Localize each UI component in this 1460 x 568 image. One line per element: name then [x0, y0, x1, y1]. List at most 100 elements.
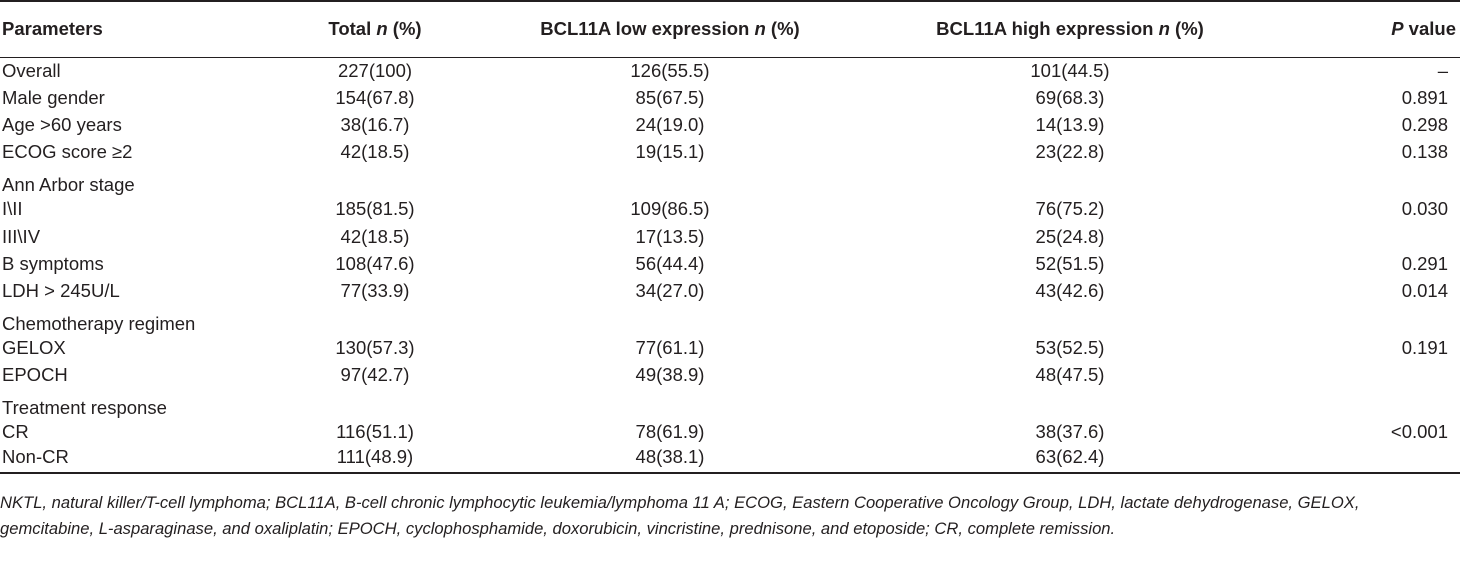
header-total: Total n (%)	[250, 0, 500, 58]
low-expression-cell: 56(44.4)	[635, 252, 705, 274]
high-expression-cell: 43(42.6)	[1035, 279, 1105, 301]
high-expression-cell: 48(47.5)	[1035, 364, 1105, 386]
table-footnote: NKTL, natural killer/T-cell lymphoma; BC…	[0, 493, 1360, 538]
parameter-cell: Male gender	[2, 86, 105, 108]
high-expression-cell	[840, 166, 1300, 196]
total-cell: 42(18.5)	[340, 225, 410, 247]
table-row: ECOG score ≥2 42(18.5) 19(15.1) 23(22.8) 0.1…	[0, 139, 1460, 166]
parameter-cell: CR	[2, 421, 29, 443]
p-value-cell: 0.030	[1401, 198, 1448, 220]
parameter-cell: Non-CR	[0, 446, 250, 475]
low-expression-cell: 19(15.1)	[635, 141, 705, 163]
high-expression-cell: 52(51.5)	[1035, 252, 1105, 274]
header-high-expression: BCL11A high expression n (%)	[840, 0, 1300, 58]
parameter-cell: EPOCH	[2, 364, 68, 386]
low-expression-cell	[500, 166, 840, 196]
group-header-row: Ann Arbor stage	[0, 166, 1460, 196]
total-cell	[250, 166, 500, 196]
parameter-cell: LDH > 245U/L	[2, 279, 120, 301]
high-expression-cell: 101(44.5)	[1030, 59, 1110, 81]
table-row: III\IV 42(18.5) 17(13.5) 25(24.8)	[0, 223, 1460, 250]
table-row: EPOCH 97(42.7) 49(38.9) 48(47.5)	[0, 362, 1460, 389]
high-expression-cell: 14(13.9)	[1035, 113, 1105, 135]
table-row: I\II 185(81.5) 109(86.5) 76(75.2) 0.030	[0, 196, 1460, 223]
table-row: Male gender 154(67.8) 85(67.5) 69(68.3) 0.89…	[0, 84, 1460, 111]
low-expression-cell: 17(13.5)	[635, 225, 705, 247]
table-header: Parameters Total n (%) BCL11A low expres…	[0, 0, 1460, 58]
low-expression-cell	[500, 389, 840, 419]
low-expression-cell: 49(38.9)	[635, 364, 705, 386]
parameter-cell: Age >60 years	[2, 113, 122, 135]
header-low-expression: BCL11A low expression n (%)	[500, 0, 840, 58]
high-expression-cell	[840, 305, 1300, 335]
p-value-cell: 0.014	[1401, 279, 1448, 301]
parameter-cell: Ann Arbor stage	[2, 173, 135, 195]
total-cell: 154(67.8)	[335, 86, 415, 108]
table-row: Non-CR 111(48.9) 48(38.1) 63(62.4)	[0, 446, 1460, 475]
total-cell: 111(48.9)	[250, 446, 500, 475]
parameter-cell: B symptoms	[2, 252, 104, 274]
p-value-cell: 0.138	[1401, 141, 1448, 163]
high-expression-cell: 53(52.5)	[1035, 337, 1105, 359]
p-value-cell: 0.298	[1401, 113, 1448, 135]
high-expression-cell: 69(68.3)	[1035, 86, 1105, 108]
low-expression-cell: 85(67.5)	[635, 86, 705, 108]
total-cell: 116(51.1)	[336, 421, 414, 443]
p-value-cell	[1300, 389, 1460, 419]
low-expression-cell: 126(55.5)	[630, 59, 710, 81]
parameter-cell: III\IV	[2, 225, 41, 247]
total-cell: 97(42.7)	[340, 364, 410, 386]
total-cell	[250, 389, 500, 419]
low-expression-cell: 24(19.0)	[635, 113, 705, 135]
p-value-cell	[1300, 166, 1460, 196]
parameter-cell: I\II	[2, 198, 23, 220]
p-value-cell	[1300, 305, 1460, 335]
p-value-cell: <0.001	[1390, 421, 1448, 443]
table-body: Overall 227(100) 126(55.5) 101(44.5) – Male g…	[0, 57, 1460, 475]
parameter-cell: GELOX	[2, 337, 66, 359]
parameter-cell: Chemotherapy regimen	[2, 312, 196, 334]
high-expression-cell: 38(37.6)	[1035, 421, 1105, 443]
p-value-cell: –	[1437, 59, 1448, 81]
total-cell: 227(100)	[337, 59, 413, 81]
p-value-cell: 0.291	[1401, 252, 1448, 274]
header-parameters: Parameters	[0, 0, 250, 58]
group-header-row: Treatment response	[0, 389, 1460, 419]
low-expression-cell: 78(61.9)	[635, 421, 705, 443]
p-value-cell	[1300, 446, 1460, 475]
low-expression-cell	[500, 305, 840, 335]
total-cell: 42(18.5)	[340, 141, 410, 163]
data-table: Parameters Total n (%) BCL11A low expres…	[0, 0, 1460, 475]
total-cell	[250, 305, 500, 335]
high-expression-cell: 23(22.8)	[1035, 141, 1105, 163]
parameter-cell: ECOG score ≥2	[2, 141, 133, 163]
p-value-cell	[1300, 223, 1460, 250]
high-expression-cell: 76(75.2)	[1035, 198, 1105, 220]
table-row: CR 116(51.1) 78(61.9) 38(37.6) <0.001	[0, 419, 1460, 446]
high-expression-cell: 25(24.8)	[1035, 225, 1105, 247]
parameter-cell: Treatment response	[2, 396, 167, 418]
table-row: Overall 227(100) 126(55.5) 101(44.5) –	[0, 57, 1460, 84]
low-expression-cell: 77(61.1)	[635, 337, 705, 359]
table-row: GELOX 130(57.3) 77(61.1) 53(52.5) 0.191	[0, 335, 1460, 362]
header-row: Parameters Total n (%) BCL11A low expres…	[0, 0, 1460, 58]
p-value-cell	[1300, 362, 1460, 389]
total-cell: 77(33.9)	[340, 279, 410, 301]
header-p-value: P value	[1300, 0, 1460, 58]
total-cell: 185(81.5)	[335, 198, 415, 220]
parameter-cell: Overall	[2, 59, 61, 81]
group-header-row: Chemotherapy regimen	[0, 305, 1460, 335]
low-expression-cell: 109(86.5)	[630, 198, 710, 220]
table-row: LDH > 245U/L 77(33.9) 34(27.0) 43(42.6) 0.01…	[0, 277, 1460, 304]
table-row: Age >60 years 38(16.7) 24(19.0) 14(13.9) 0.2…	[0, 111, 1460, 138]
total-cell: 130(57.3)	[335, 337, 415, 359]
total-cell: 108(47.6)	[335, 252, 415, 274]
high-expression-cell: 63(62.4)	[840, 446, 1300, 475]
total-cell: 38(16.7)	[340, 113, 410, 135]
p-value-cell: 0.891	[1401, 86, 1448, 108]
high-expression-cell	[840, 389, 1300, 419]
low-expression-cell: 34(27.0)	[635, 279, 705, 301]
p-value-cell: 0.191	[1401, 337, 1448, 359]
low-expression-cell: 48(38.1)	[500, 446, 840, 475]
